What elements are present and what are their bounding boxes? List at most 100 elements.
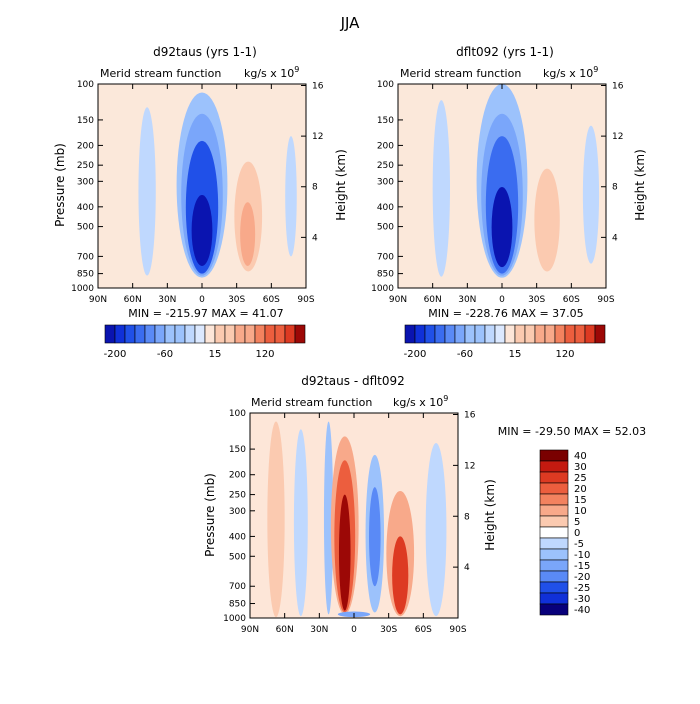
panel-difference: d92taus - dflt092 Merid stream function … bbox=[203, 374, 646, 635]
min-max-readout: MIN = -215.97 MAX = 41.07 bbox=[128, 307, 283, 320]
colorbar-swatch bbox=[554, 324, 566, 344]
y-tick-label: 1000 bbox=[371, 284, 394, 294]
colorbar-swatch bbox=[539, 504, 569, 517]
y2-tick-label: 12 bbox=[464, 461, 475, 471]
panel-title: d92taus - dflt092 bbox=[301, 374, 405, 388]
panel-title: d92taus (yrs 1-1) bbox=[153, 45, 257, 59]
x-tick-label: 0 bbox=[199, 295, 205, 305]
colorbar-swatch bbox=[454, 324, 466, 344]
y-tick-label: 300 bbox=[77, 177, 94, 187]
contour-cell bbox=[540, 202, 554, 266]
y-tick-label: 250 bbox=[377, 161, 394, 171]
x-tick-label: 30S bbox=[228, 295, 245, 305]
contour-cell bbox=[138, 107, 156, 276]
y2-tick-label: 8 bbox=[612, 183, 618, 193]
y-tick-label: 100 bbox=[77, 80, 94, 90]
colorbar-swatch bbox=[494, 324, 506, 344]
y-tick-label: 700 bbox=[229, 582, 246, 592]
colorbar-swatch bbox=[174, 324, 186, 344]
colorbar-swatch bbox=[534, 324, 546, 344]
contour-cell bbox=[267, 421, 285, 618]
colorbar-swatch bbox=[539, 471, 569, 484]
contour-cell bbox=[392, 536, 409, 615]
colorbar-swatch bbox=[564, 324, 576, 344]
colorbar-label: -10 bbox=[574, 550, 590, 561]
colorbar-swatch bbox=[204, 324, 216, 344]
y-axis-label: Pressure (mb) bbox=[53, 143, 67, 227]
x-tick-label: 90S bbox=[297, 295, 314, 305]
units-text: kg/s x 10 bbox=[393, 396, 443, 409]
x-tick-label: 30S bbox=[380, 625, 397, 635]
panel-units-label: kg/s x 109 bbox=[393, 394, 448, 409]
colorbar-label: -60 bbox=[457, 349, 473, 360]
contour-cell bbox=[425, 442, 447, 617]
colorbar-swatch bbox=[539, 570, 569, 583]
page-title: JJA bbox=[340, 14, 361, 32]
y-tick-label: 150 bbox=[77, 116, 94, 126]
y-tick-label: 200 bbox=[77, 141, 94, 151]
min-max-readout: MIN = -228.76 MAX = 37.05 bbox=[428, 307, 583, 320]
y-tick-label: 700 bbox=[377, 252, 394, 262]
y-tick-label: 850 bbox=[377, 270, 394, 280]
colorbar-label: 30 bbox=[574, 462, 587, 473]
panel-units-label: kg/s x 109 bbox=[543, 65, 598, 80]
y2-axis-label: Height (km) bbox=[483, 479, 497, 550]
x-tick-label: 30S bbox=[528, 295, 545, 305]
colorbar-swatch bbox=[124, 324, 136, 344]
colorbar-label: -5 bbox=[574, 539, 584, 550]
colorbar-swatch bbox=[434, 324, 446, 344]
x-tick-label: 60N bbox=[124, 295, 142, 305]
panel-left-label: Merid stream function bbox=[400, 67, 521, 80]
colorbar-swatch bbox=[184, 324, 196, 344]
y2-axis-label: Height (km) bbox=[633, 149, 647, 220]
units-exponent: 9 bbox=[443, 394, 448, 403]
colorbar-label: 25 bbox=[574, 473, 587, 484]
colorbar-swatch bbox=[294, 324, 306, 344]
units-text: kg/s x 10 bbox=[543, 67, 593, 80]
colorbar-swatch bbox=[424, 324, 436, 344]
contour-cell bbox=[491, 187, 513, 268]
y-tick-label: 250 bbox=[229, 491, 246, 501]
x-tick-label: 60N bbox=[276, 625, 294, 635]
contour-cell bbox=[293, 429, 308, 617]
colorbar-swatch bbox=[444, 324, 456, 344]
colorbar-swatch bbox=[514, 324, 526, 344]
colorbar-swatch bbox=[114, 324, 126, 344]
colorbar-swatch bbox=[474, 324, 486, 344]
y-tick-label: 200 bbox=[377, 141, 394, 151]
contour-cell bbox=[432, 100, 451, 277]
colorbar-swatch bbox=[504, 324, 516, 344]
colorbar-swatch bbox=[464, 324, 476, 344]
y2-tick-label: 8 bbox=[464, 512, 470, 522]
colorbar-label: 15 bbox=[574, 495, 587, 506]
colorbar-top-left: -200 -60 15 120 bbox=[104, 324, 306, 360]
colorbar-swatch bbox=[264, 324, 276, 344]
x-tick-label: 90S bbox=[597, 295, 614, 305]
x-tick-label: 30N bbox=[310, 625, 328, 635]
colorbar-swatch bbox=[234, 324, 246, 344]
x-tick-label: 90N bbox=[89, 295, 107, 305]
colorbar-label: 0 bbox=[574, 528, 580, 539]
panel-title: dflt092 (yrs 1-1) bbox=[456, 45, 554, 59]
y-tick-label: 250 bbox=[77, 161, 94, 171]
colorbar-swatch bbox=[539, 559, 569, 572]
contour-cell bbox=[285, 136, 297, 257]
colorbar-label: -15 bbox=[574, 561, 590, 572]
contour-plot: 90N 60N 30N 0 30S 60S 90S 100 150 200 250 300 400 500… bbox=[223, 409, 476, 635]
y-tick-label: 500 bbox=[377, 223, 394, 233]
y-tick-label: 150 bbox=[229, 445, 246, 455]
colorbar-swatch bbox=[594, 324, 606, 344]
contour-plot: 90N 60N 30N 0 30S 60S 90S 100 150 200 250 300 400 500… bbox=[71, 80, 324, 305]
y-tick-label: 1000 bbox=[71, 284, 94, 294]
colorbar-swatch bbox=[194, 324, 206, 344]
colorbar-swatch bbox=[539, 493, 569, 506]
contour-cell bbox=[582, 125, 600, 264]
colorbar-swatch bbox=[134, 324, 146, 344]
colorbar-swatch bbox=[539, 460, 569, 473]
colorbar-swatch bbox=[484, 324, 496, 344]
y2-tick-label: 16 bbox=[612, 81, 624, 91]
colorbar-swatch bbox=[539, 526, 569, 539]
